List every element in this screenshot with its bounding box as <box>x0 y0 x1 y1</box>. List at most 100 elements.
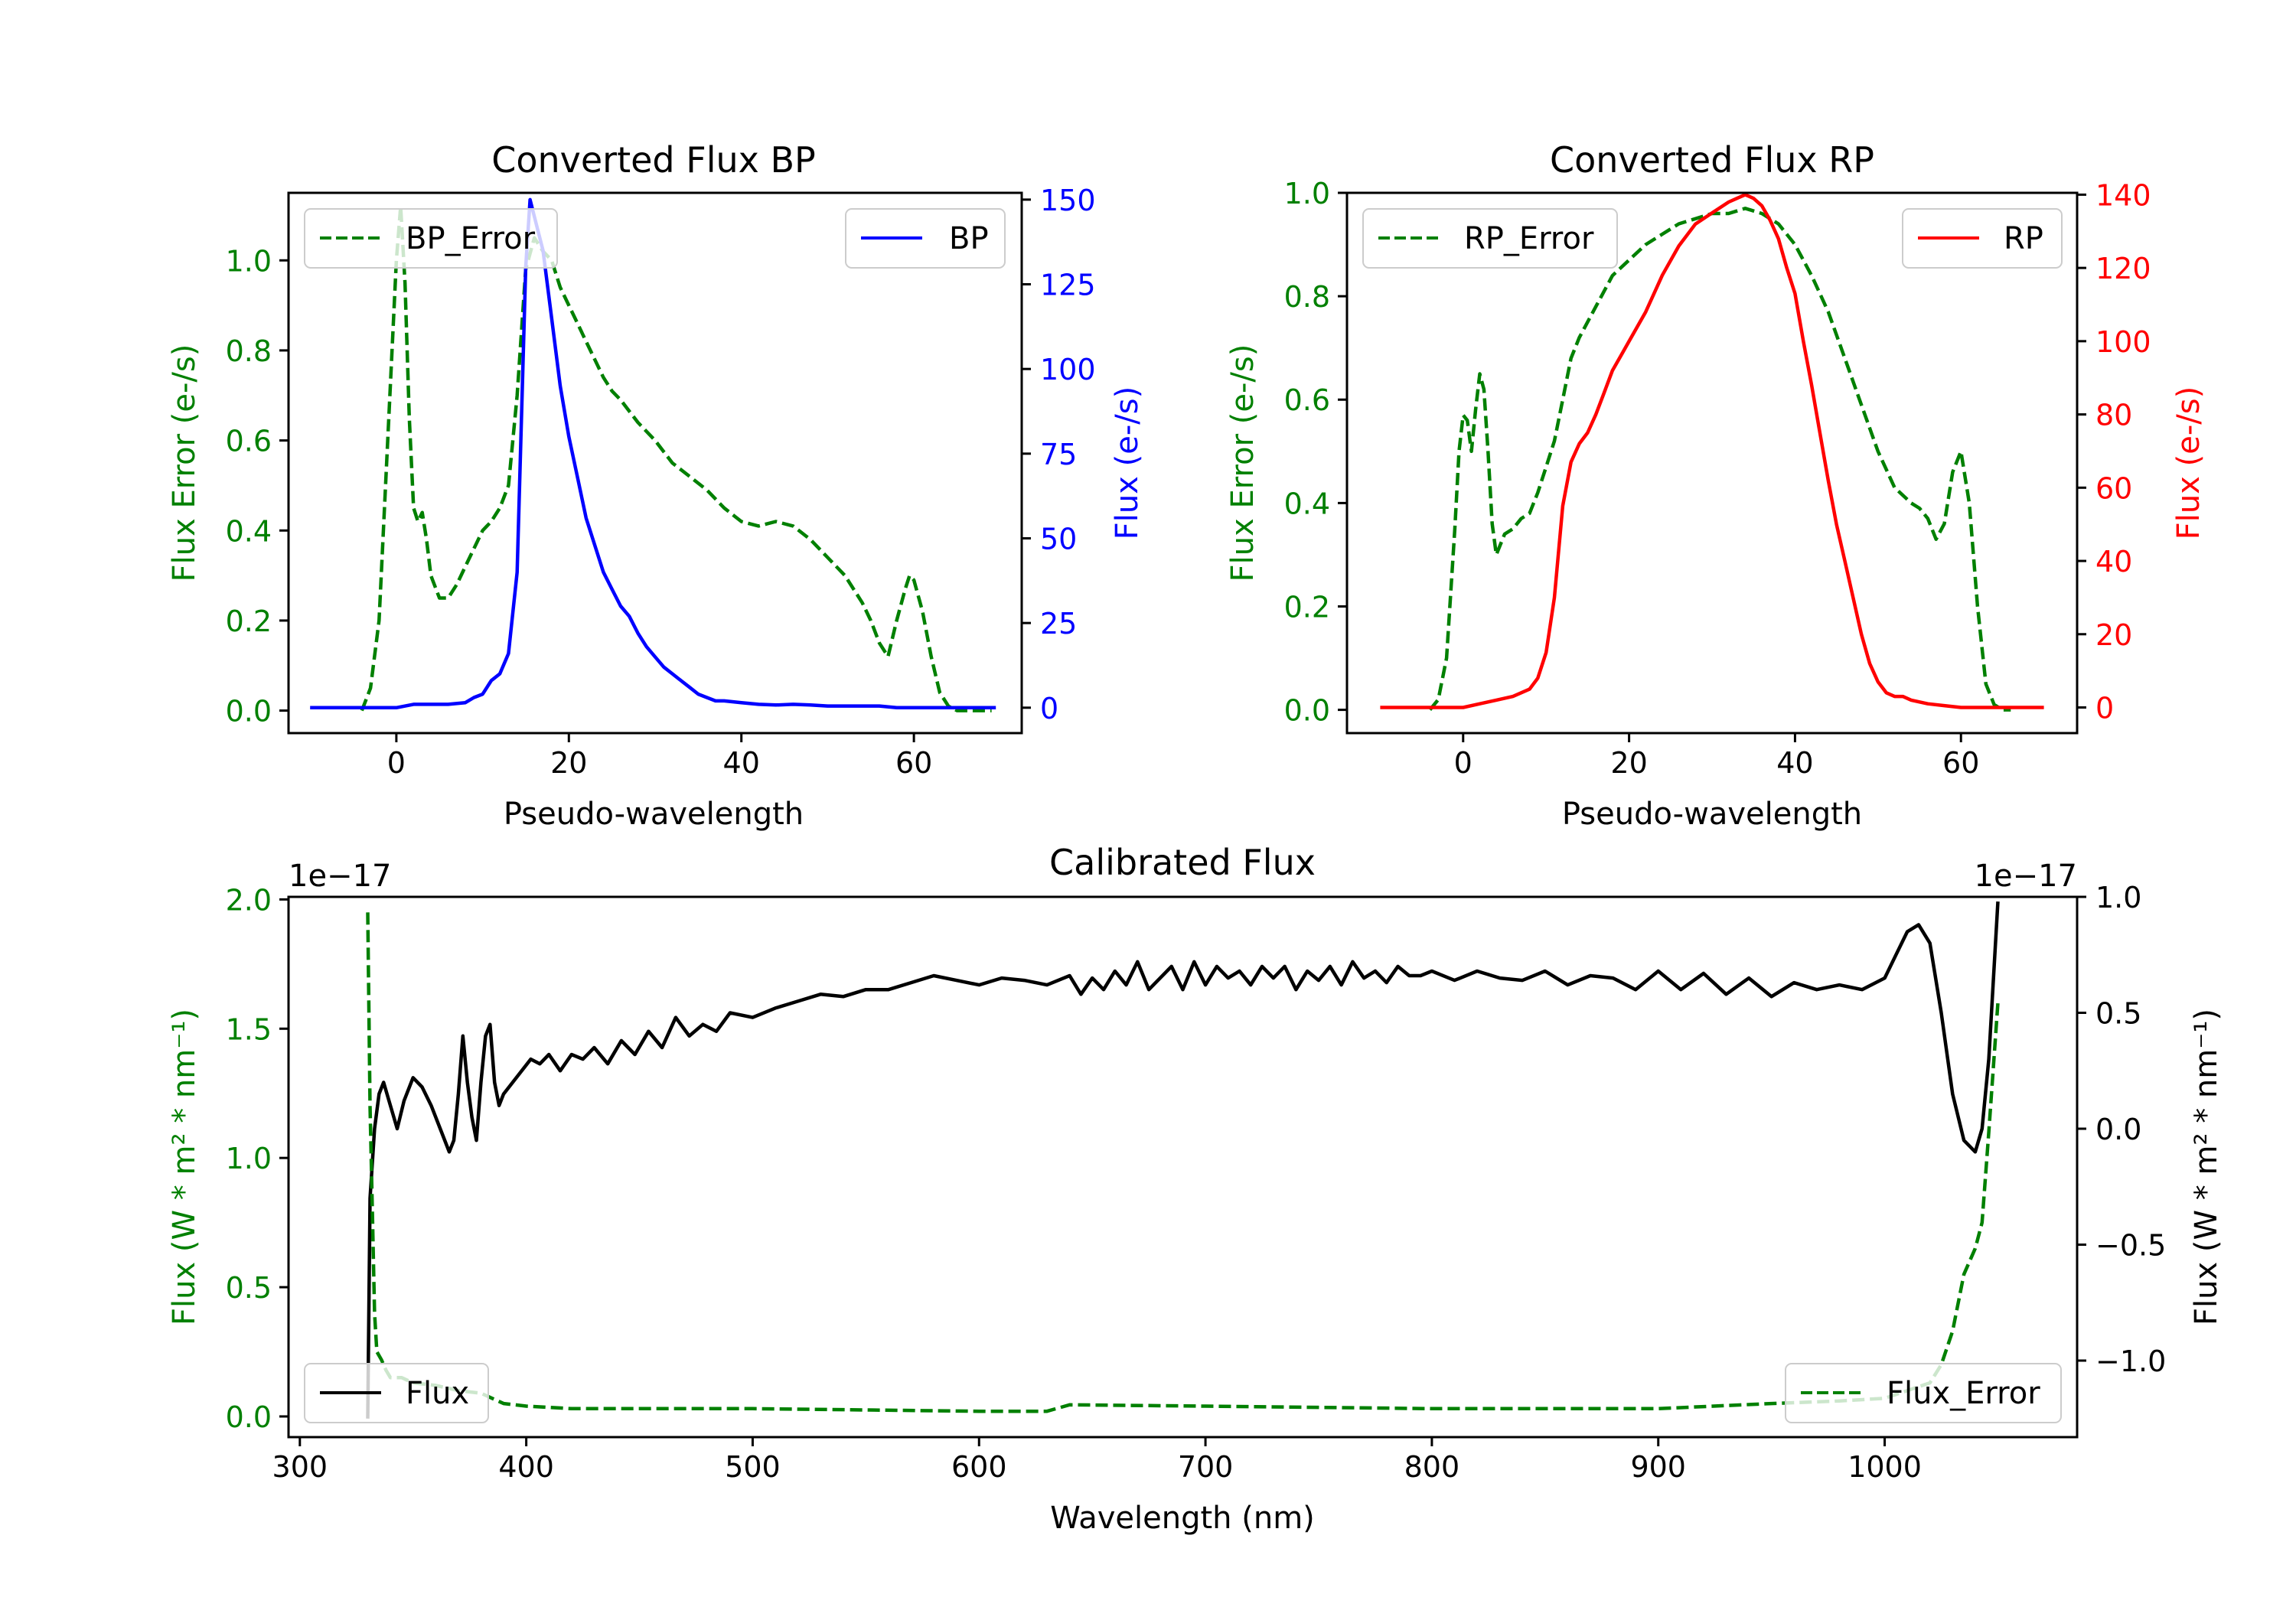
bp-title: Converted Flux BP <box>491 139 816 181</box>
cal-legend-error: Flux_Error <box>1785 1363 2062 1423</box>
bp-right-ylabel: Flux (e-/s) <box>1110 386 1145 539</box>
bp-legend-flux-label: BP <box>949 221 989 256</box>
bp-right-ticks: 0 25 50 75 100 125 150 <box>1022 184 1096 725</box>
rp-lines <box>1380 193 2044 712</box>
cal-right-tick-label: 0.5 <box>2095 997 2141 1031</box>
cal-x-ticks: 300 400 500 600 700 800 900 1000 <box>272 1437 1922 1484</box>
rp-legend-flux: RP <box>1902 208 2063 269</box>
cal-left-tick-label: 1.5 <box>226 1012 272 1046</box>
rp-axes-frame <box>1345 191 2079 735</box>
bp-legend-error: BP_Error <box>304 208 558 269</box>
rp-legend-error: RP_Error <box>1362 208 1618 269</box>
rp-title: Converted Flux RP <box>1550 139 1874 181</box>
bp-right-tick-label: 50 <box>1040 522 1077 556</box>
bp-legend-error-label: BP_Error <box>406 221 536 256</box>
cal-right-tick-label: −0.5 <box>2095 1229 2166 1263</box>
cal-left-offset: 1e−17 <box>289 859 391 894</box>
rp-right-ylabel: Flux (e-/s) <box>2171 386 2206 539</box>
rp-right-tick-label: 100 <box>2095 325 2151 359</box>
cal-right-ylabel: Flux (W * m² * nm⁻¹) <box>2189 1009 2224 1325</box>
cal-x-tick-label: 400 <box>498 1450 554 1484</box>
cal-left-tick-label: 0.0 <box>226 1400 272 1434</box>
bp-x-tick-label: 60 <box>895 746 932 780</box>
rp-xlabel: Pseudo-wavelength <box>1562 797 1862 832</box>
rp-left-tick-label: 0.4 <box>1284 487 1330 520</box>
bp-series-bp-error <box>360 204 992 712</box>
rp-right-tick-label: 40 <box>2095 545 2132 579</box>
cal-right-offset: 1e−17 <box>1975 859 2077 894</box>
bp-left-ticks: 0.0 0.2 0.4 0.6 0.8 1.0 <box>226 244 289 729</box>
bp-x-tick-label: 20 <box>550 746 587 780</box>
rp-left-tick-label: 1.0 <box>1284 177 1330 210</box>
bp-right-tick-label: 125 <box>1040 269 1096 302</box>
bp-x-tick-label: 40 <box>723 746 760 780</box>
rp-left-ticks: 0.0 0.2 0.4 0.6 0.8 1.0 <box>1284 177 1347 728</box>
cal-x-tick-label: 1000 <box>1848 1450 1922 1484</box>
cal-x-tick-label: 500 <box>725 1450 781 1484</box>
cal-right-tick-label: −1.0 <box>2095 1345 2166 1378</box>
rp-right-tick-label: 120 <box>2095 252 2151 285</box>
rp-left-tick-label: 0.8 <box>1284 280 1330 314</box>
bp-left-tick-label: 0.0 <box>226 695 272 729</box>
rp-x-tick-label: 0 <box>1454 746 1473 780</box>
rp-series-rp-error <box>1428 207 2011 712</box>
bp-xlabel: Pseudo-wavelength <box>504 797 804 832</box>
rp-right-tick-label: 20 <box>2095 618 2132 652</box>
cal-axes-frame <box>287 895 2079 1439</box>
rp-x-ticks: 0 20 40 60 <box>1454 733 1979 780</box>
rp-legend-flux-label: RP <box>2004 221 2043 256</box>
bp-lines <box>310 197 996 712</box>
cal-legend-flux-label: Flux <box>406 1376 469 1411</box>
bp-x-tick-label: 0 <box>387 746 406 780</box>
rp-series-rp <box>1380 193 2044 709</box>
rp-right-tick-label: 80 <box>2095 399 2132 432</box>
cal-title: Calibrated Flux <box>1049 842 1316 883</box>
cal-x-tick-label: 800 <box>1404 1450 1460 1484</box>
bp-right-tick-label: 75 <box>1040 438 1077 471</box>
rp-right-tick-label: 140 <box>2095 178 2151 212</box>
cal-panel: Calibrated Flux 1e−17 1e−17 300 400 500 600… <box>167 842 2224 1536</box>
cal-x-tick-label: 600 <box>951 1450 1007 1484</box>
cal-left-ticks: 0.0 0.5 1.0 1.5 2.0 <box>226 883 289 1434</box>
rp-legend-error-label: RP_Error <box>1464 221 1594 256</box>
rp-left-tick-label: 0.6 <box>1284 383 1330 417</box>
bp-left-tick-label: 0.2 <box>226 605 272 638</box>
bp-left-tick-label: 0.6 <box>226 425 272 458</box>
rp-x-tick-label: 20 <box>1610 746 1647 780</box>
cal-series-flux <box>366 901 2000 1419</box>
bp-right-tick-label: 100 <box>1040 353 1096 386</box>
cal-left-ylabel: Flux (W * m² * nm⁻¹) <box>167 1009 202 1325</box>
bp-right-tick-label: 0 <box>1040 692 1058 725</box>
cal-right-tick-label: 1.0 <box>2095 881 2141 914</box>
cal-x-tick-label: 900 <box>1630 1450 1686 1484</box>
cal-x-tick-label: 300 <box>272 1450 328 1484</box>
bp-left-ylabel: Flux Error (e-/s) <box>167 344 202 582</box>
cal-left-tick-label: 2.0 <box>226 883 272 917</box>
cal-left-tick-label: 0.5 <box>226 1271 272 1305</box>
cal-right-tick-label: 0.0 <box>2095 1113 2141 1146</box>
bp-right-tick-label: 150 <box>1040 184 1096 217</box>
bp-series-bp <box>310 197 996 710</box>
bp-left-tick-label: 1.0 <box>226 244 272 278</box>
cal-left-tick-label: 1.0 <box>226 1142 272 1175</box>
cal-right-ticks: −1.0 −0.5 0.0 0.5 1.0 <box>2077 881 2166 1378</box>
rp-x-tick-label: 60 <box>1942 746 1979 780</box>
rp-left-ylabel: Flux Error (e-/s) <box>1225 344 1261 582</box>
rp-right-tick-label: 0 <box>2095 691 2114 725</box>
bp-left-tick-label: 0.8 <box>226 334 272 368</box>
rp-left-tick-label: 0.0 <box>1284 694 1330 728</box>
rp-x-tick-label: 40 <box>1776 746 1813 780</box>
bp-left-tick-label: 0.4 <box>226 514 272 548</box>
bp-legend-flux: BP <box>845 208 1006 269</box>
rp-panel: Converted Flux RP 0 20 40 60 0.00.20.40.60.… <box>1225 139 2206 832</box>
cal-x-tick-label: 700 <box>1178 1450 1234 1484</box>
cal-legend-flux: Flux <box>304 1363 489 1423</box>
cal-legend-error-label: Flux_Error <box>1887 1376 2040 1411</box>
bp-right-tick-label: 25 <box>1040 607 1077 641</box>
cal-xlabel: Wavelength (nm) <box>1050 1501 1315 1536</box>
bp-axes-frame <box>287 191 1023 735</box>
bp-x-ticks: 0 20 40 60 <box>387 733 932 780</box>
bp-panel: Converted Flux BP 0 20 40 60 0.00.20.40.60.… <box>167 139 1145 832</box>
rp-left-tick-label: 0.2 <box>1284 590 1330 624</box>
